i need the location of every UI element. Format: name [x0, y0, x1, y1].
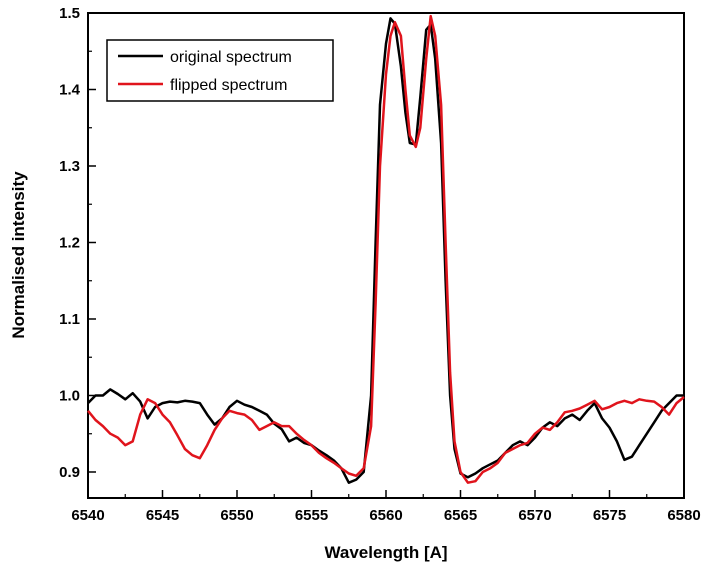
series-line-flipped: [87, 14, 685, 484]
legend-label-original: original spectrum: [170, 49, 292, 66]
x-tick-label: 6560: [369, 507, 402, 524]
x-axis-ticks: 6540 6545 6550 6555 6560 6565 6570 6575 6580: [71, 490, 701, 524]
series-layer: [87, 14, 685, 484]
x-tick-label: 6540: [71, 507, 104, 524]
x-tick-label: 6555: [295, 507, 328, 524]
x-tick-label: 6575: [593, 507, 626, 524]
x-tick-label: 6565: [444, 507, 477, 524]
legend: original spectrum flipped spectrum: [106, 39, 334, 102]
x-tick-label: 6545: [146, 507, 179, 524]
x-tick-label: 6580: [667, 507, 700, 524]
y-tick-label: 1.4: [59, 81, 81, 98]
x-tick-label: 6570: [518, 507, 551, 524]
x-axis-title: Wavelength [A]: [324, 543, 447, 562]
y-axis-title: Normalised intensity: [9, 171, 28, 339]
y-tick-label: 1.5: [59, 5, 80, 22]
y-axis-ticks: 0.9 1.0 1.1 1.2 1.3 1.4 1.5: [59, 5, 96, 481]
legend-label-flipped: flipped spectrum: [170, 77, 287, 94]
y-tick-label: 0.9: [59, 464, 80, 481]
y-tick-label: 1.3: [59, 158, 80, 175]
y-tick-label: 1.0: [59, 387, 80, 404]
x-tick-label: 6550: [220, 507, 253, 524]
y-tick-label: 1.2: [59, 234, 80, 251]
legend-box: [106, 39, 334, 102]
y-tick-label: 1.1: [59, 311, 80, 328]
